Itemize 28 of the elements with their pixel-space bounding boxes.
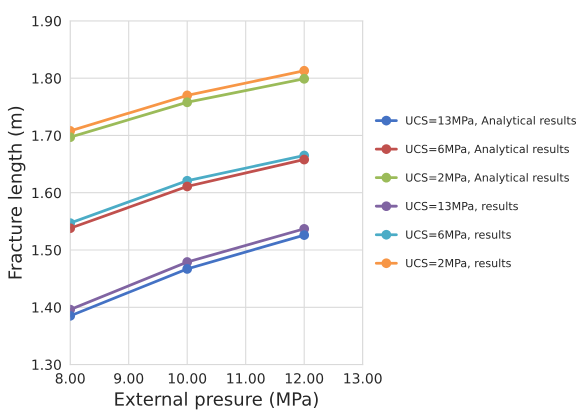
y-tick-label: 1.30 bbox=[32, 360, 61, 370]
x-tick-label: 8.00 bbox=[56, 373, 85, 384]
y-tick-label: 1.90 bbox=[32, 16, 61, 26]
y-tick-label: 1.50 bbox=[32, 244, 61, 256]
x-tick-label: 12.00 bbox=[286, 373, 324, 384]
point bbox=[299, 154, 310, 164]
point bbox=[299, 230, 310, 240]
legend-label: UCS=13MPa, results bbox=[406, 202, 518, 212]
legend-label: UCS=2MPa, Analytical results bbox=[406, 173, 569, 184]
x-axis-title: External presure (MPa) bbox=[115, 392, 318, 410]
legend-label: UCS=6MPa, Analytical results bbox=[406, 144, 569, 156]
point bbox=[182, 97, 192, 108]
x-tick-label: 9.00 bbox=[114, 373, 144, 384]
y-axis-title: Fracture length (m) bbox=[8, 106, 26, 278]
legend-label: UCS=2MPa, results bbox=[406, 258, 511, 268]
x-tick-label: 13.00 bbox=[344, 373, 382, 384]
y-tick-label: 1.80 bbox=[32, 73, 61, 84]
y-tick-label: 1.70 bbox=[32, 130, 61, 141]
point bbox=[182, 264, 192, 274]
legend-label: UCS=6MPa, results bbox=[406, 230, 511, 240]
x-tick-label: 10.00 bbox=[168, 373, 206, 384]
legend-label: UCS=13MPa, Analytical results bbox=[406, 116, 576, 127]
point bbox=[299, 66, 310, 76]
y-tick-label: 1.40 bbox=[32, 302, 61, 313]
point bbox=[182, 182, 192, 192]
x-tick-label: 11.00 bbox=[227, 373, 265, 384]
point bbox=[299, 74, 310, 84]
y-tick-label: 1.60 bbox=[32, 188, 61, 198]
